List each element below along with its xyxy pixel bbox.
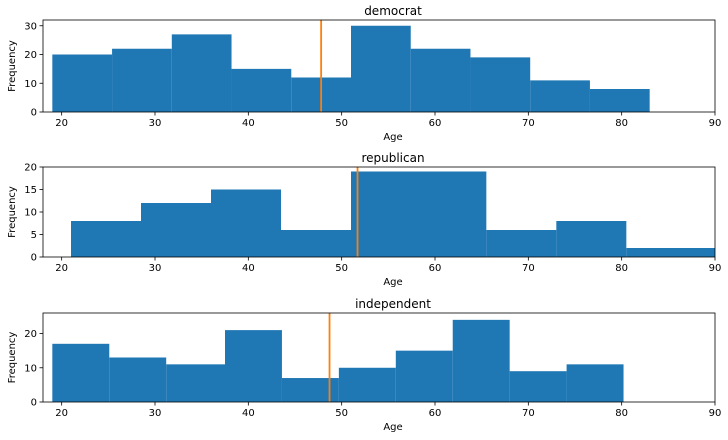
histogram-bar <box>225 330 282 402</box>
histogram-bar <box>410 48 471 112</box>
histogram-bar <box>211 189 281 257</box>
x-tick-label: 90 <box>709 408 722 419</box>
x-tick-label: 30 <box>149 118 162 129</box>
x-tick-label: 50 <box>335 263 348 274</box>
histogram-bar <box>452 319 510 402</box>
histogram-bar <box>351 25 411 112</box>
x-tick-label: 90 <box>709 263 722 274</box>
x-tick-label: 90 <box>709 118 722 129</box>
y-tick-label: 30 <box>24 21 37 32</box>
y-axis-label: Frequency <box>7 186 18 238</box>
histogram-bar <box>231 68 292 112</box>
x-tick-label: 80 <box>615 118 628 129</box>
histogram-bar <box>281 378 339 402</box>
x-tick-label: 70 <box>522 263 535 274</box>
histogram-bar <box>351 171 421 257</box>
histogram-bar <box>52 343 110 402</box>
histogram-bar <box>52 54 113 112</box>
histogram-bar <box>556 221 627 257</box>
x-axis-label: Age <box>383 422 402 433</box>
chart-title: democrat <box>364 4 422 18</box>
x-tick-label: 40 <box>242 263 255 274</box>
x-tick-label: 60 <box>429 408 442 419</box>
y-axis-label: Frequency <box>7 40 18 92</box>
histogram-bar <box>281 230 351 257</box>
histogram-bar <box>530 80 590 112</box>
y-tick-label: 20 <box>24 163 37 174</box>
x-tick-label: 70 <box>522 408 535 419</box>
x-tick-label: 20 <box>55 263 68 274</box>
histogram-bar <box>338 367 396 402</box>
x-tick-label: 30 <box>149 263 162 274</box>
histogram-bar <box>509 371 567 402</box>
histogram-bar <box>589 89 650 112</box>
y-tick-label: 0 <box>31 108 37 119</box>
histogram-bar <box>112 48 172 112</box>
y-tick-label: 5 <box>31 230 37 241</box>
x-tick-label: 80 <box>615 408 628 419</box>
histogram-bar <box>470 57 531 112</box>
x-tick-label: 20 <box>55 408 68 419</box>
x-axis-label: Age <box>383 132 402 143</box>
y-tick-label: 0 <box>31 398 37 409</box>
histogram-bar <box>566 364 624 402</box>
histogram-bar <box>166 364 225 402</box>
x-tick-label: 60 <box>429 263 442 274</box>
histogram-bar <box>486 230 557 257</box>
chart-title: republican <box>361 151 424 165</box>
histogram-bar <box>421 171 487 257</box>
x-tick-label: 40 <box>242 408 255 419</box>
x-tick-label: 80 <box>615 263 628 274</box>
axes-frame <box>42 19 716 113</box>
histogram-bar <box>71 221 141 257</box>
histogram-bar <box>395 350 453 402</box>
y-tick-label: 0 <box>31 253 37 264</box>
histogram-bar <box>626 248 715 257</box>
x-tick-label: 40 <box>242 118 255 129</box>
x-tick-label: 50 <box>335 408 348 419</box>
y-tick-label: 10 <box>24 363 37 374</box>
y-tick-label: 20 <box>24 50 37 61</box>
x-tick-label: 30 <box>149 408 162 419</box>
histogram-bar <box>109 357 167 402</box>
y-tick-label: 10 <box>24 79 37 90</box>
y-tick-label: 15 <box>24 185 37 196</box>
histogram-bar <box>171 34 232 112</box>
x-tick-label: 60 <box>429 118 442 129</box>
x-tick-label: 20 <box>55 118 68 129</box>
y-axis-label: Frequency <box>7 332 18 384</box>
y-tick-label: 20 <box>24 329 37 340</box>
x-tick-label: 50 <box>335 118 348 129</box>
axes-frame <box>42 312 716 403</box>
x-tick-label: 70 <box>522 118 535 129</box>
y-tick-label: 10 <box>24 208 37 219</box>
chart-title: independent <box>355 297 431 311</box>
x-axis-label: Age <box>383 277 402 288</box>
histogram-bar <box>141 203 211 257</box>
